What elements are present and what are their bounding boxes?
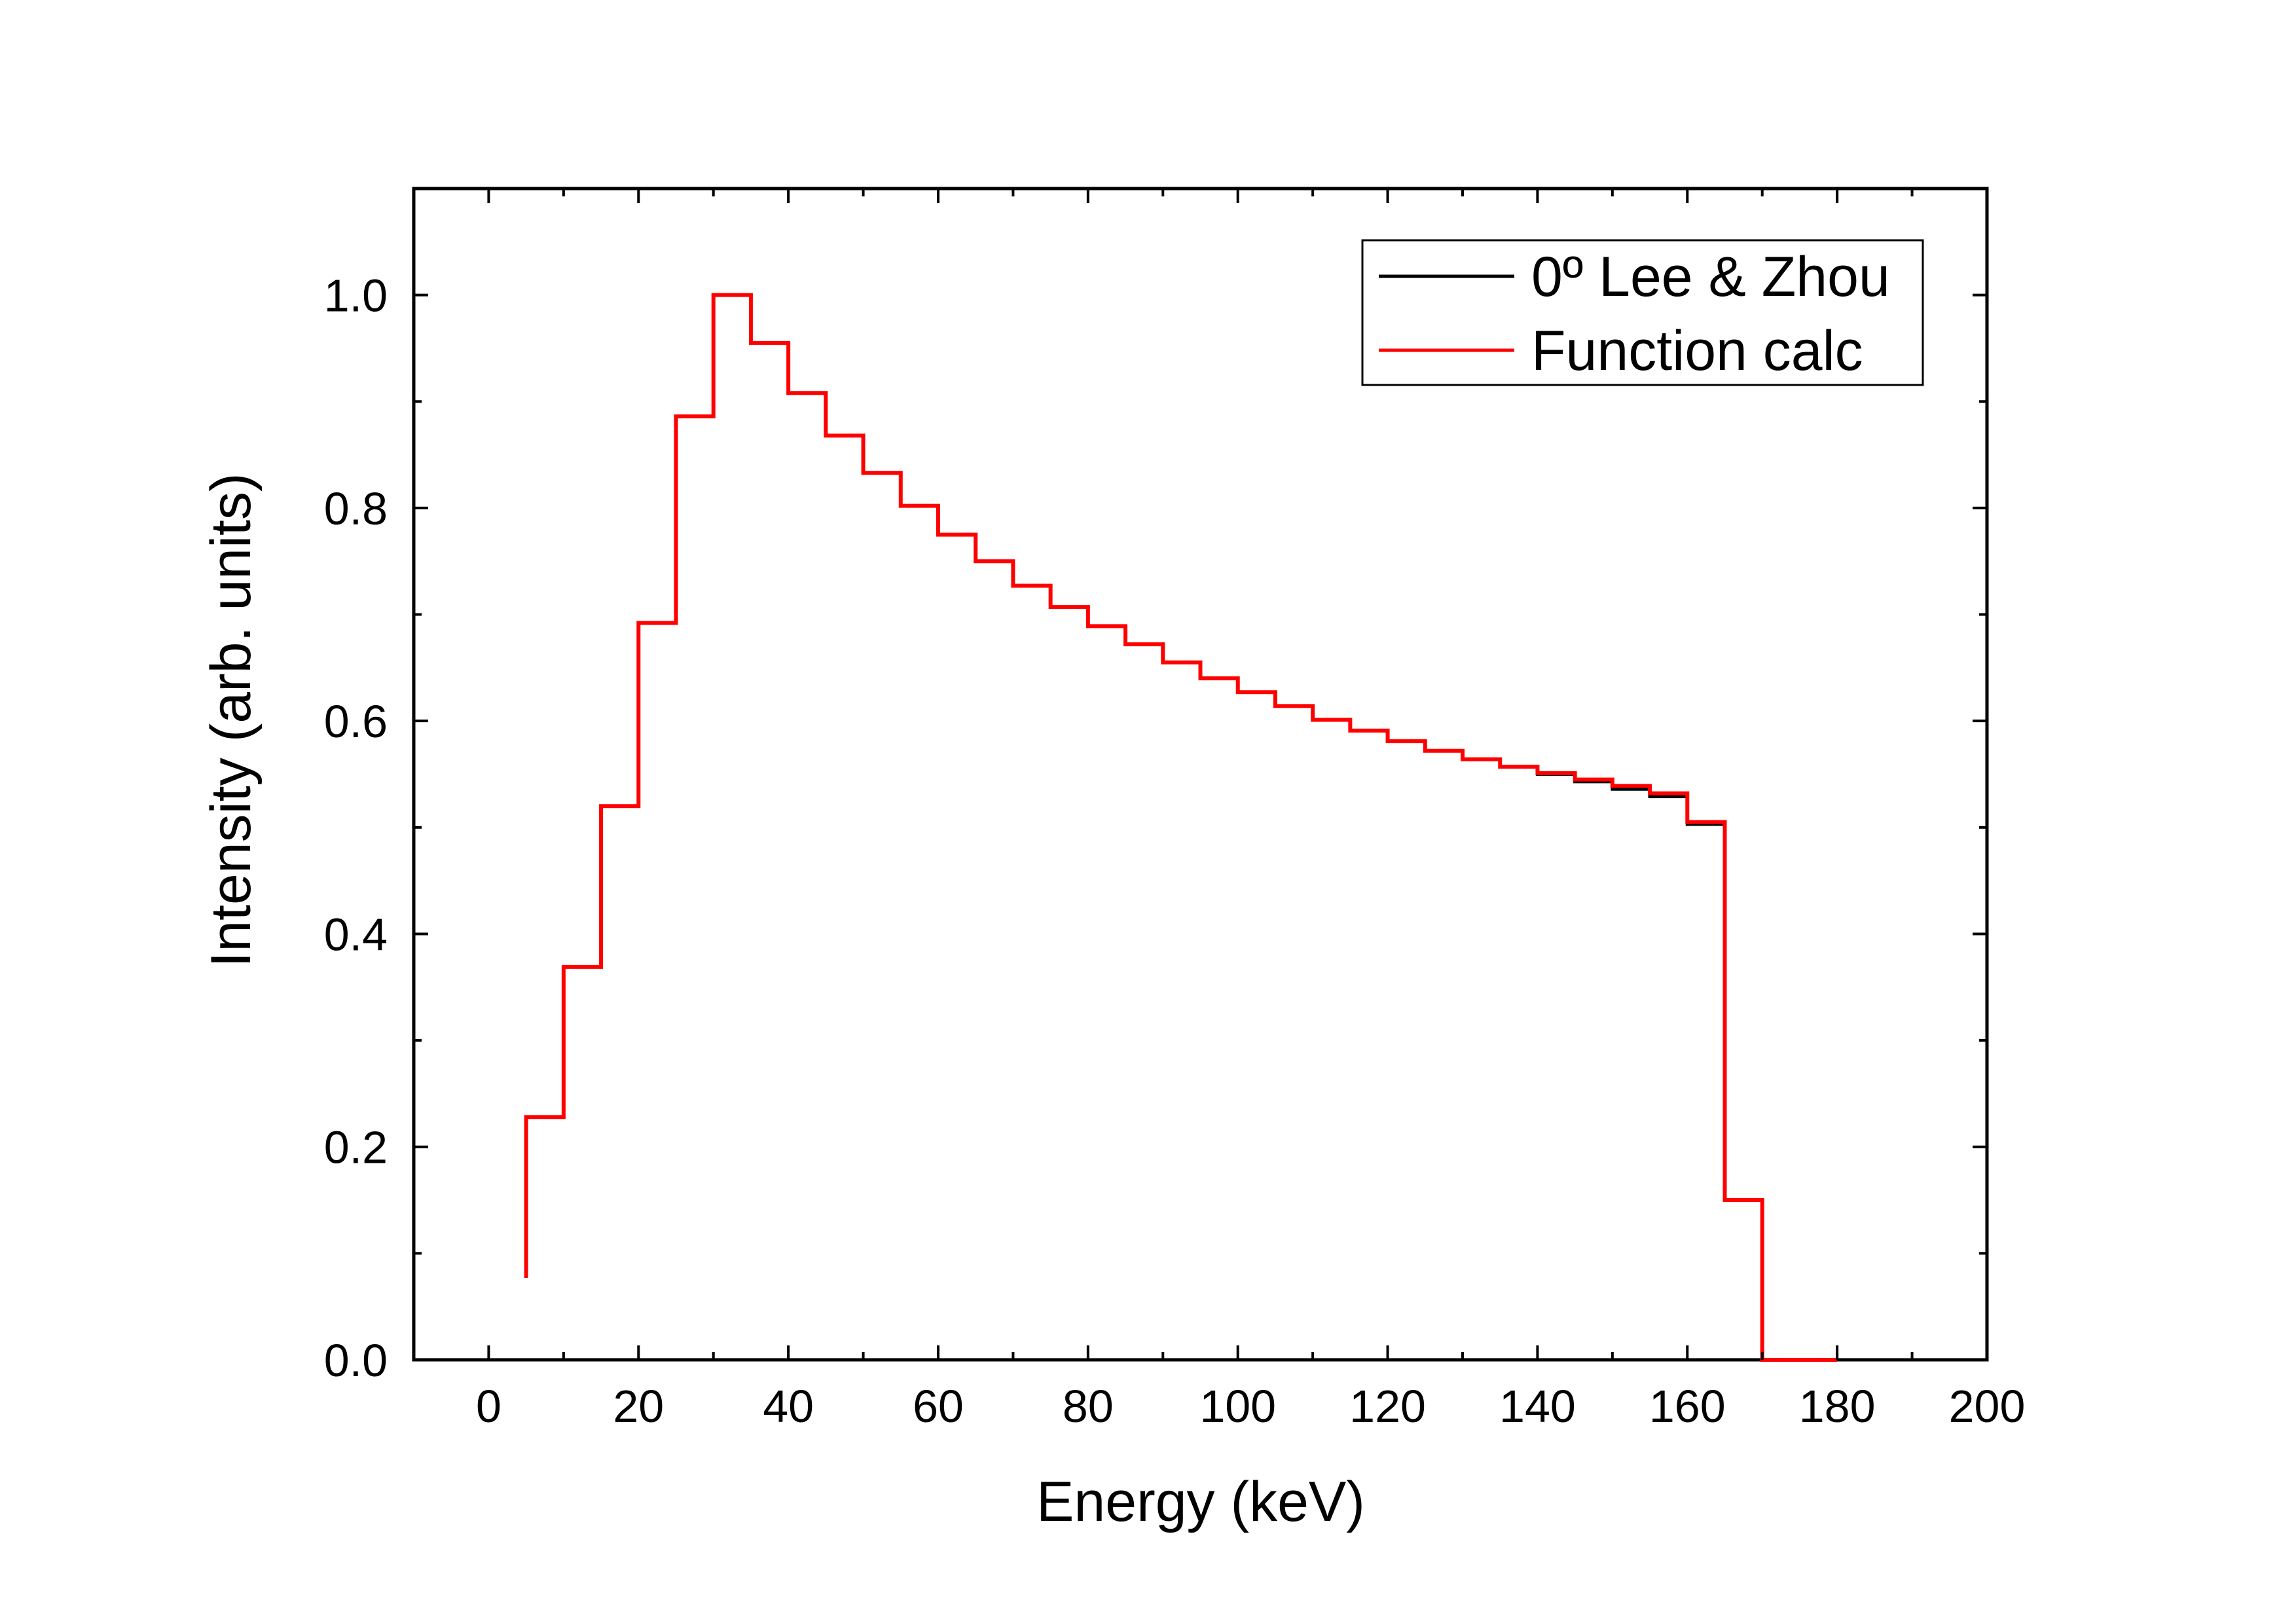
x-tick-label: 20 — [613, 1381, 664, 1432]
y-tick-label: 0.0 — [324, 1335, 388, 1386]
x-tick-label: 140 — [1499, 1381, 1576, 1432]
y-tick-label: 1.0 — [324, 270, 388, 321]
x-tick-label: 200 — [1949, 1381, 2026, 1432]
x-tick-label: 180 — [1799, 1381, 1876, 1432]
legend-label-lee-zhou: 0º Lee & Zhou — [1531, 246, 1890, 308]
x-tick-label: 40 — [763, 1381, 814, 1432]
x-tick-label: 0 — [476, 1381, 501, 1432]
plot-area-border — [412, 187, 1989, 1362]
tick-labels: 0 20 40 60 80 100 120 140 160 180 200 0.0 0.2 0.4 0.6 0… — [324, 270, 2026, 1432]
y-tick-label: 0.2 — [324, 1122, 388, 1173]
y-tick-label: 0.6 — [324, 696, 388, 747]
axis-ticks — [414, 187, 1988, 1361]
legend-label-function-calc: Function calc — [1531, 319, 1863, 382]
x-axis-title: Energy (keV) — [1036, 1470, 1365, 1533]
series-layer — [524, 293, 1838, 1362]
series-line-function-calc — [524, 293, 1838, 1362]
x-tick-label: 120 — [1349, 1381, 1426, 1432]
x-tick-label: 100 — [1199, 1381, 1276, 1432]
y-tick-label: 0.4 — [324, 909, 388, 960]
y-tick-label: 0.8 — [324, 483, 388, 534]
x-tick-label: 80 — [1063, 1381, 1114, 1432]
series-line-lee-zhou — [524, 293, 1838, 1362]
legend: 0º Lee & Zhou Function calc — [1361, 239, 1924, 386]
plot-frame — [412, 187, 1989, 1362]
x-tick-label: 160 — [1649, 1381, 1726, 1432]
x-tick-label: 60 — [913, 1381, 964, 1432]
y-axis-title: Intensity (arb. units) — [200, 473, 263, 967]
legend-box — [1361, 239, 1924, 386]
